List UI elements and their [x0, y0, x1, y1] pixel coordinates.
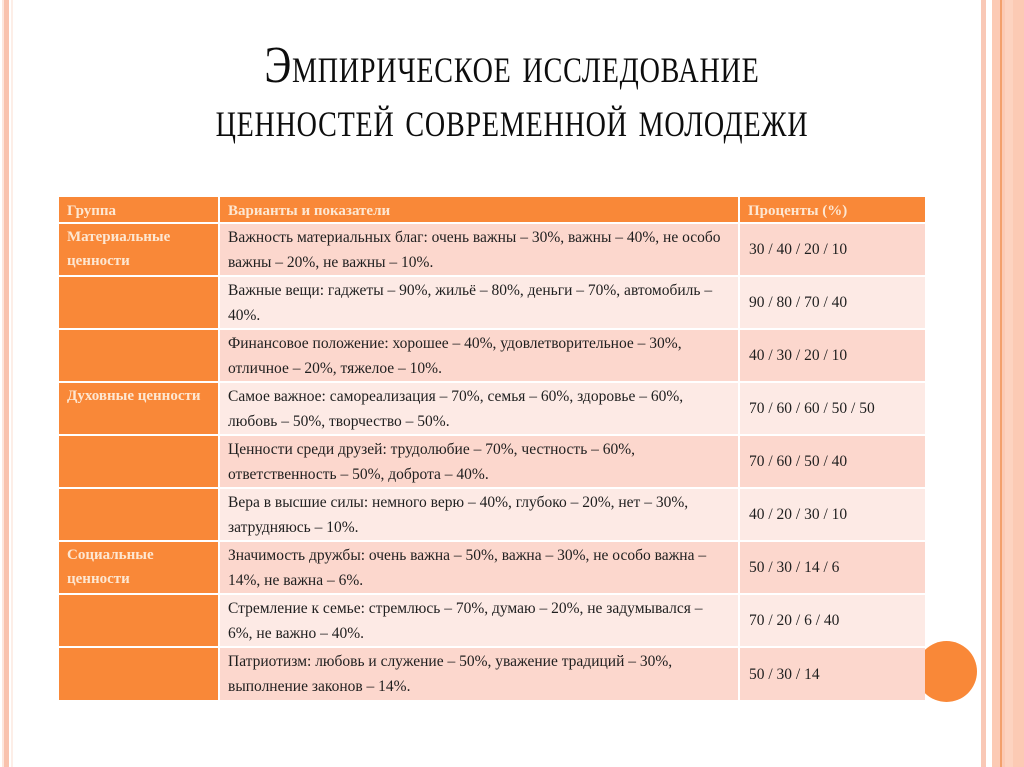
description-cell: Патриотизм: любовь и служение – 50%, ува… — [220, 648, 740, 700]
table-row: Материальные ценности Важность материаль… — [59, 224, 925, 277]
group-cell — [59, 648, 220, 700]
right-border-band-inner — [1005, 0, 1013, 767]
slide-title-line-1: Эмпирическое исследование — [264, 37, 760, 94]
percent-cell: 90 / 80 / 70 / 40 — [740, 277, 925, 330]
group-cell — [59, 489, 220, 542]
description-cell: Ценности среди друзей: трудолюбие – 70%,… — [220, 436, 740, 489]
description-cell: Важность материальных благ: очень важны … — [220, 224, 740, 277]
header-variants: Варианты и показатели — [220, 197, 740, 224]
group-cell: Социальные ценности — [59, 542, 220, 595]
table-row: Важные вещи: гаджеты – 90%, жильё – 80%,… — [59, 277, 925, 330]
percent-cell: 50 / 30 / 14 / 6 — [740, 542, 925, 595]
decorative-circle-icon — [916, 641, 977, 702]
table-row: Финансовое положение: хорошее – 40%, удо… — [59, 330, 925, 383]
group-cell — [59, 436, 220, 489]
left-border-stripe-faint — [11, 0, 13, 767]
slide-title: Эмпирическое исследование ценностей совр… — [0, 40, 1024, 146]
group-cell: Духовные ценности — [59, 383, 220, 436]
percent-cell: 70 / 20 / 6 / 40 — [740, 595, 925, 648]
group-cell — [59, 595, 220, 648]
left-border-stripe-light — [2, 0, 4, 767]
description-cell: Значимость дружбы: очень важна – 50%, ва… — [220, 542, 740, 595]
table-row: Стремление к семье: стремлюсь – 70%, дум… — [59, 595, 925, 648]
header-percent: Проценты (%) — [740, 197, 925, 224]
description-cell: Стремление к семье: стремлюсь – 70%, дум… — [220, 595, 740, 648]
left-border-stripe — [4, 0, 9, 767]
percent-cell: 30 / 40 / 20 / 10 — [740, 224, 925, 277]
table-row: Вера в высшие силы: немного верю – 40%, … — [59, 489, 925, 542]
percent-cell: 70 / 60 / 60 / 50 / 50 — [740, 383, 925, 436]
group-cell — [59, 330, 220, 383]
header-group: Группа — [59, 197, 220, 224]
group-cell — [59, 277, 220, 330]
group-cell: Материальные ценности — [59, 224, 220, 277]
description-cell: Важные вещи: гаджеты – 90%, жильё – 80%,… — [220, 277, 740, 330]
slide-title-line-2: ценностей современной молодежи — [215, 91, 809, 148]
table-row: Ценности среди друзей: трудолюбие – 70%,… — [59, 436, 925, 489]
percent-cell: 40 / 30 / 20 / 10 — [740, 330, 925, 383]
right-border-stripe — [981, 0, 986, 767]
table-row: Патриотизм: любовь и служение – 50%, ува… — [59, 648, 925, 700]
description-cell: Самое важное: самореализация – 70%, семь… — [220, 383, 740, 436]
table-header-row: Группа Варианты и показатели Проценты (%… — [59, 197, 925, 224]
right-border-line — [1000, 0, 1002, 767]
percent-cell: 50 / 30 / 14 — [740, 648, 925, 700]
table-row: Социальные ценности Значимость дружбы: о… — [59, 542, 925, 595]
description-cell: Вера в высшие силы: немного верю – 40%, … — [220, 489, 740, 542]
values-table: Группа Варианты и показатели Проценты (%… — [59, 197, 925, 700]
description-cell: Финансовое положение: хорошее – 40%, удо… — [220, 330, 740, 383]
table-row: Духовные ценности Самое важное: самореал… — [59, 383, 925, 436]
percent-cell: 40 / 20 / 30 / 10 — [740, 489, 925, 542]
percent-cell: 70 / 60 / 50 / 40 — [740, 436, 925, 489]
